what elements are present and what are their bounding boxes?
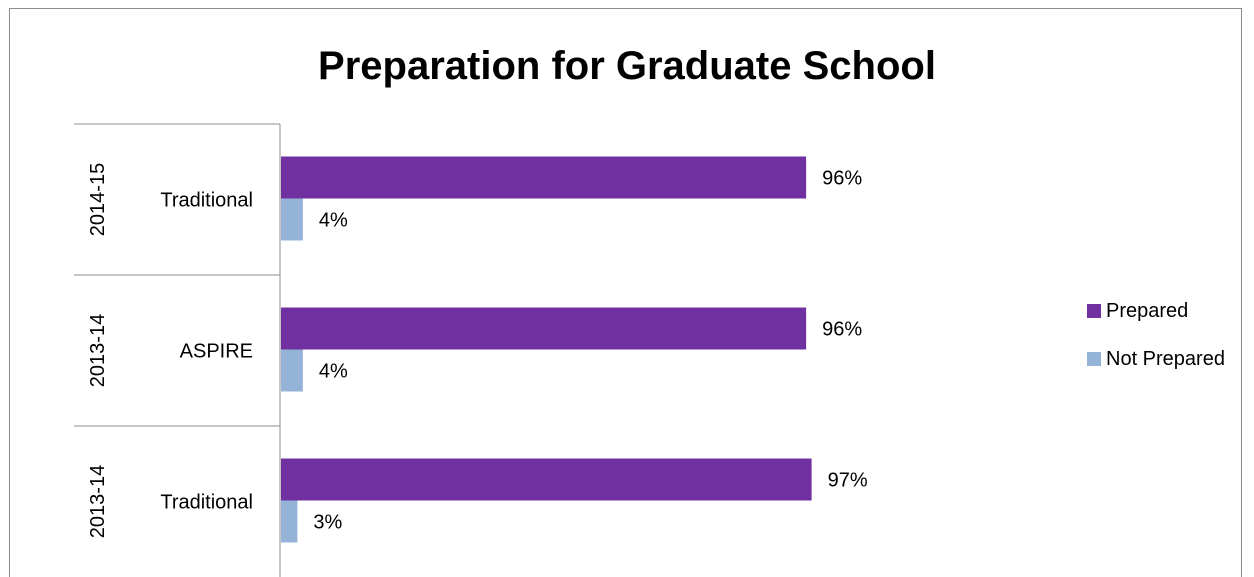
bar-prepared	[281, 307, 807, 350]
category-year-label: 2013-14	[87, 465, 109, 538]
category-program-label: ASPIRE	[180, 341, 253, 363]
data-label: 96%	[822, 168, 862, 190]
data-label: 3%	[313, 512, 342, 534]
data-label: 4%	[319, 361, 348, 383]
bars-layer	[281, 156, 812, 543]
category-program-label: Traditional	[160, 492, 253, 514]
chart-title: Preparation for Graduate School	[318, 44, 936, 88]
bar-not-prepared	[281, 198, 303, 241]
chart-frame	[9, 8, 1242, 577]
data-label: 97%	[828, 470, 868, 492]
legend-swatch	[1087, 352, 1101, 366]
category-year-label: 2013-14	[87, 314, 109, 387]
axis-layer	[74, 123, 281, 577]
bar-not-prepared	[281, 500, 298, 543]
category-program-label: Traditional	[160, 190, 253, 212]
legend-swatch	[1087, 304, 1101, 318]
bar-prepared	[281, 458, 812, 501]
legend-label: Not Prepared	[1106, 348, 1225, 370]
category-year-label: 2014-15	[87, 163, 109, 236]
labels-layer: 2014-15 Traditional 96% 4% 2013-14 ASPIRE 96% 4…	[87, 163, 868, 538]
data-label: 96%	[822, 319, 862, 341]
legend-label: Prepared	[1106, 300, 1188, 322]
legend: Prepared Not Prepared	[1087, 300, 1225, 370]
data-label: 4%	[319, 210, 348, 232]
bar-prepared	[281, 156, 807, 199]
bar-not-prepared	[281, 349, 303, 392]
